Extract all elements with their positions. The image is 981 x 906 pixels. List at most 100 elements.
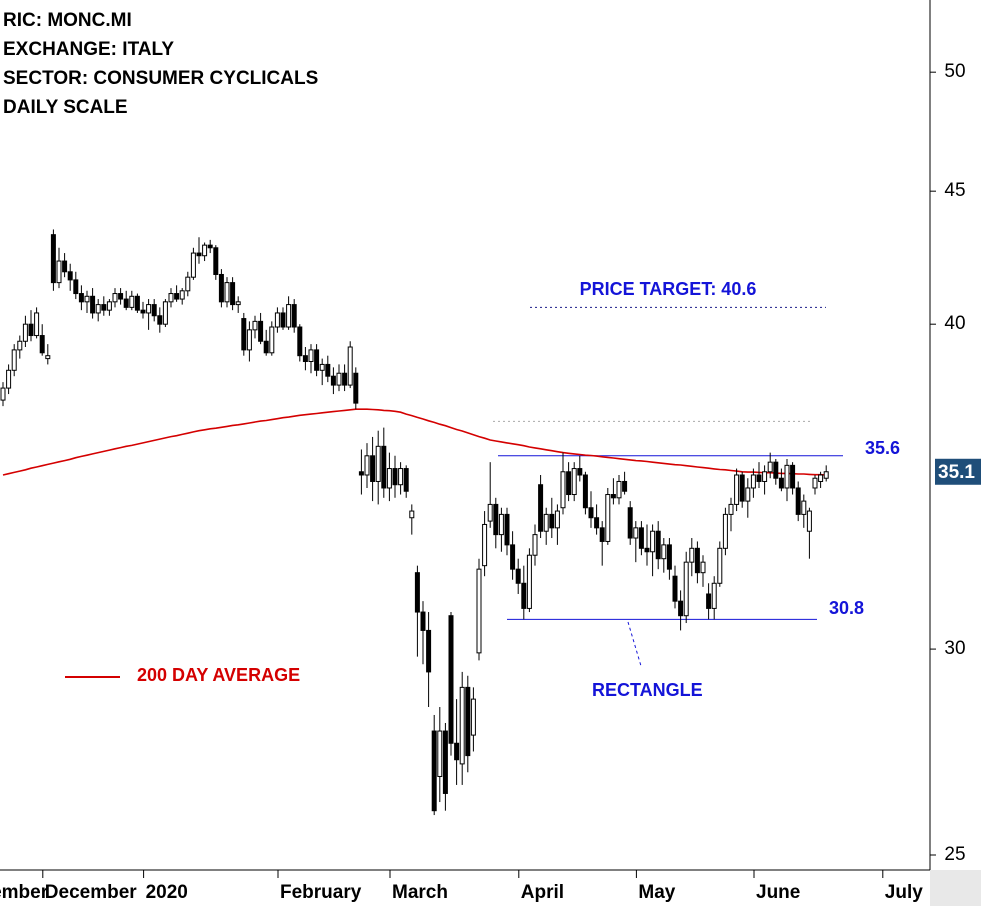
last-price-box xyxy=(935,458,981,485)
candle-body xyxy=(11,349,17,371)
x-tick-label: December xyxy=(45,882,137,903)
candle-body xyxy=(762,471,768,482)
candle-body xyxy=(95,304,101,314)
candle-body xyxy=(386,468,392,489)
level-label: 35.6 xyxy=(865,438,900,458)
header-line: DAILY SCALE xyxy=(3,97,128,118)
candle-body xyxy=(711,582,717,609)
candle-body xyxy=(571,468,577,496)
candle-body xyxy=(101,304,107,311)
header-line: EXCHANGE: ITALY xyxy=(3,39,174,60)
candle-body xyxy=(448,615,454,744)
candle-body xyxy=(84,295,90,303)
candle-body xyxy=(521,582,527,609)
candle-body xyxy=(129,295,135,308)
candle-body xyxy=(526,554,532,609)
candle-body xyxy=(706,593,712,609)
candle-body xyxy=(370,455,376,482)
candle-body xyxy=(308,349,314,363)
candle-body xyxy=(683,561,689,617)
candle-body xyxy=(627,507,633,539)
y-tick-label: 45 xyxy=(944,180,965,201)
candle-body xyxy=(510,544,516,570)
candle-body xyxy=(112,293,118,303)
candle-body xyxy=(0,387,6,401)
candle-body xyxy=(286,304,292,328)
candle-body xyxy=(381,445,387,489)
candle-body xyxy=(67,271,73,281)
y-tick-label: 25 xyxy=(944,844,965,865)
candle-body xyxy=(633,527,639,539)
average-line xyxy=(2,408,827,476)
candle-body xyxy=(28,323,34,337)
candle-body xyxy=(476,568,482,654)
candle-body xyxy=(549,513,555,529)
candle-body xyxy=(795,487,801,515)
candle-body xyxy=(151,304,157,317)
candle-body xyxy=(269,326,275,354)
candle-body xyxy=(482,523,488,567)
candle-body xyxy=(532,534,538,556)
candle-body xyxy=(398,468,404,486)
candle-body xyxy=(582,474,588,509)
y-tick-label: 30 xyxy=(944,638,965,659)
candle-body xyxy=(196,252,202,257)
candle-body xyxy=(325,363,331,377)
candle-body xyxy=(6,369,12,389)
candle-body xyxy=(806,510,812,532)
candle-body xyxy=(655,530,661,560)
candle-body xyxy=(414,572,420,613)
annotation-pointer xyxy=(627,621,642,667)
candle-body xyxy=(353,372,359,404)
candle-body xyxy=(756,474,762,482)
candle-body xyxy=(672,575,678,602)
candle-body xyxy=(661,544,667,560)
candle-body xyxy=(801,500,807,515)
candle-body xyxy=(241,318,247,351)
candle-body xyxy=(420,611,426,631)
candle-body xyxy=(722,513,728,549)
candle-body xyxy=(498,513,504,536)
candle-body xyxy=(616,480,622,499)
candle-body xyxy=(610,494,616,499)
candle-body xyxy=(140,309,146,314)
candle-body xyxy=(678,600,684,617)
candle-body xyxy=(459,686,465,765)
candle-body xyxy=(73,279,79,295)
candle-body xyxy=(17,340,23,351)
candle-body xyxy=(146,304,152,314)
candle-body xyxy=(56,260,62,284)
candle-body xyxy=(790,464,796,489)
candle-body xyxy=(750,474,756,489)
header-line: SECTOR: CONSUMER CYCLICALS xyxy=(3,68,318,89)
candle-body xyxy=(22,323,28,342)
candle-body xyxy=(454,742,460,761)
candle-body xyxy=(185,276,191,292)
candle-body xyxy=(90,295,96,314)
candle-body xyxy=(174,293,180,300)
candle-body xyxy=(823,471,829,479)
candle-body xyxy=(784,464,790,489)
plot-area xyxy=(0,229,843,816)
candle-body xyxy=(291,304,297,328)
candle-body xyxy=(263,340,269,354)
x-tick-label: February xyxy=(280,882,362,903)
candle-body xyxy=(358,471,364,476)
candle-body xyxy=(364,455,370,476)
candle-body xyxy=(543,513,549,532)
candle-body xyxy=(230,282,236,306)
candle-body xyxy=(375,445,381,482)
candle-body xyxy=(773,461,779,479)
candle-body xyxy=(258,320,264,342)
candle-body xyxy=(588,507,594,519)
candle-body xyxy=(319,363,325,371)
candle-body xyxy=(336,372,342,386)
candle-body xyxy=(297,326,303,357)
candle-body xyxy=(644,547,650,553)
candle-body xyxy=(694,547,700,574)
candle-body xyxy=(280,312,286,328)
candle-body xyxy=(213,247,219,275)
candle-body xyxy=(224,282,230,303)
